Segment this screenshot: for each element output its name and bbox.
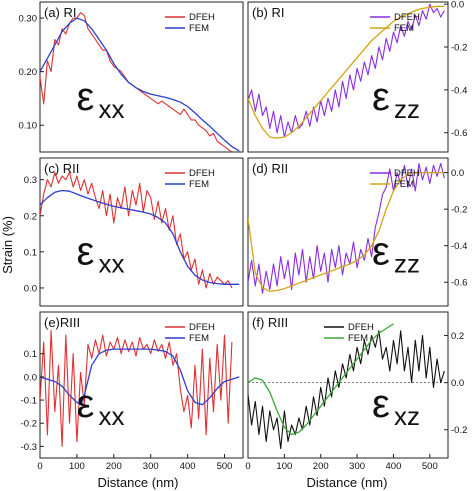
- legend-label: FEM: [189, 23, 209, 34]
- strain-symbol: ε: [372, 230, 390, 274]
- x-tick-label: 200: [106, 461, 122, 472]
- y-tick-label: -0.6: [451, 128, 467, 139]
- series-line-dfeh: [40, 329, 233, 447]
- series-line-dfeh: [248, 162, 445, 294]
- x-tick-label: 100: [276, 461, 292, 472]
- series-line-fem: [40, 348, 240, 406]
- strain-subscript: zz: [394, 249, 420, 279]
- x-axis-label-left: Distance (nm): [98, 475, 179, 490]
- legend-label: FEM: [189, 179, 209, 190]
- y-tick-label: 0.0: [24, 283, 37, 294]
- x-tick-label: 400: [386, 461, 402, 472]
- panel-label: (d) RII: [252, 161, 288, 176]
- panel-label: (e)RIII: [44, 315, 80, 330]
- plot-frame: [247, 157, 449, 307]
- plot-frame: [39, 1, 244, 153]
- y-tick-label: 0.0: [451, 0, 464, 11]
- strain-symbol: ε: [372, 75, 390, 119]
- legend-label: FEM: [189, 333, 209, 344]
- x-axis-label-right: Distance (nm): [307, 475, 388, 490]
- legend-label: FEM: [394, 23, 414, 34]
- panel-label: (f) RIII: [252, 315, 288, 330]
- y-tick-label: -0.4: [451, 85, 467, 96]
- series-line-dfeh: [248, 3, 445, 138]
- strain-symbol: ε: [77, 75, 95, 119]
- strain-subscript: xx: [99, 249, 125, 279]
- y-axis-label: Strain (%): [0, 216, 15, 274]
- y-tick-label: 0.30: [19, 14, 38, 25]
- series-line-fem: [248, 323, 394, 436]
- strain-subscript: xx: [99, 401, 125, 431]
- strain-symbol: ε: [77, 382, 95, 426]
- y-tick-label: -0.1: [21, 396, 37, 407]
- y-tick-label: -0.2: [451, 43, 467, 54]
- y-tick-label: 0.2: [451, 331, 464, 342]
- y-tick-label: -0.2: [451, 205, 467, 216]
- x-tick-label: 500: [217, 461, 233, 472]
- strain-symbol: ε: [372, 382, 390, 426]
- panel-label: (b) RI: [252, 5, 285, 20]
- y-tick-label: 0.0: [451, 168, 464, 179]
- panel-5: 0.1 0.0 -0.1 -0.2 -0.30 100 200 300 400 500 (e)RII…: [21, 311, 244, 472]
- y-tick-label: 0.0: [24, 372, 37, 383]
- series-line-fem: [248, 171, 445, 293]
- legend-label: DFEH: [394, 12, 420, 23]
- panel-label: (c) RII: [44, 161, 79, 176]
- plot-frame: [247, 1, 449, 153]
- x-tick-label: 500: [422, 461, 438, 472]
- y-tick-label: -0.6: [451, 278, 467, 289]
- y-tick-label: -0.4: [451, 241, 467, 252]
- strain-subscript: zz: [394, 94, 420, 124]
- y-tick-label: 0.1: [24, 349, 37, 360]
- series-line-fem: [40, 17, 240, 152]
- plot-frame: [247, 311, 449, 459]
- y-tick-label: 0.1: [24, 247, 37, 258]
- plot-frame: [39, 311, 244, 459]
- legend-label: FEM: [348, 333, 368, 344]
- x-tick-label: 300: [143, 461, 159, 472]
- plot-frame: [39, 157, 244, 307]
- panel-6: 0.2 0.0 -0.2 0 100 200 300 400 500 (f) RIII DFEHFE…: [245, 311, 467, 472]
- legend-label: FEM: [394, 179, 414, 190]
- y-tick-label: 0.20: [19, 67, 38, 78]
- y-tick-label: -0.3: [21, 442, 37, 453]
- y-tick-label: 0.0: [451, 378, 464, 389]
- x-tick-label: 300: [349, 461, 365, 472]
- x-tick-label: 0: [37, 461, 42, 472]
- panel-label: (a) RI: [44, 5, 77, 20]
- x-tick-label: 0: [245, 461, 250, 472]
- y-tick-label: 0.3: [24, 175, 37, 186]
- legend-label: DFEH: [189, 322, 215, 333]
- x-tick-label: 200: [313, 461, 329, 472]
- series-line-dfeh: [248, 330, 445, 450]
- y-tick-label: -0.2: [21, 419, 37, 430]
- x-tick-label: 400: [180, 461, 196, 472]
- legend-label: DFEH: [189, 12, 215, 23]
- series-line-dfeh: [40, 171, 233, 289]
- legend-label: DFEH: [394, 168, 420, 179]
- strain-subscript: xz: [394, 401, 420, 431]
- strain-subscript: xx: [99, 94, 125, 124]
- y-tick-label: 0.2: [24, 211, 37, 222]
- legend-label: DFEH: [348, 322, 374, 333]
- x-tick-label: 100: [69, 461, 85, 472]
- legend-label: DFEH: [189, 168, 215, 179]
- y-tick-label: -0.2: [451, 425, 467, 436]
- series-line-fem: [40, 189, 240, 285]
- strain-symbol: ε: [77, 230, 95, 274]
- y-tick-label: 0.10: [19, 121, 38, 132]
- series-line-fem: [248, 5, 445, 139]
